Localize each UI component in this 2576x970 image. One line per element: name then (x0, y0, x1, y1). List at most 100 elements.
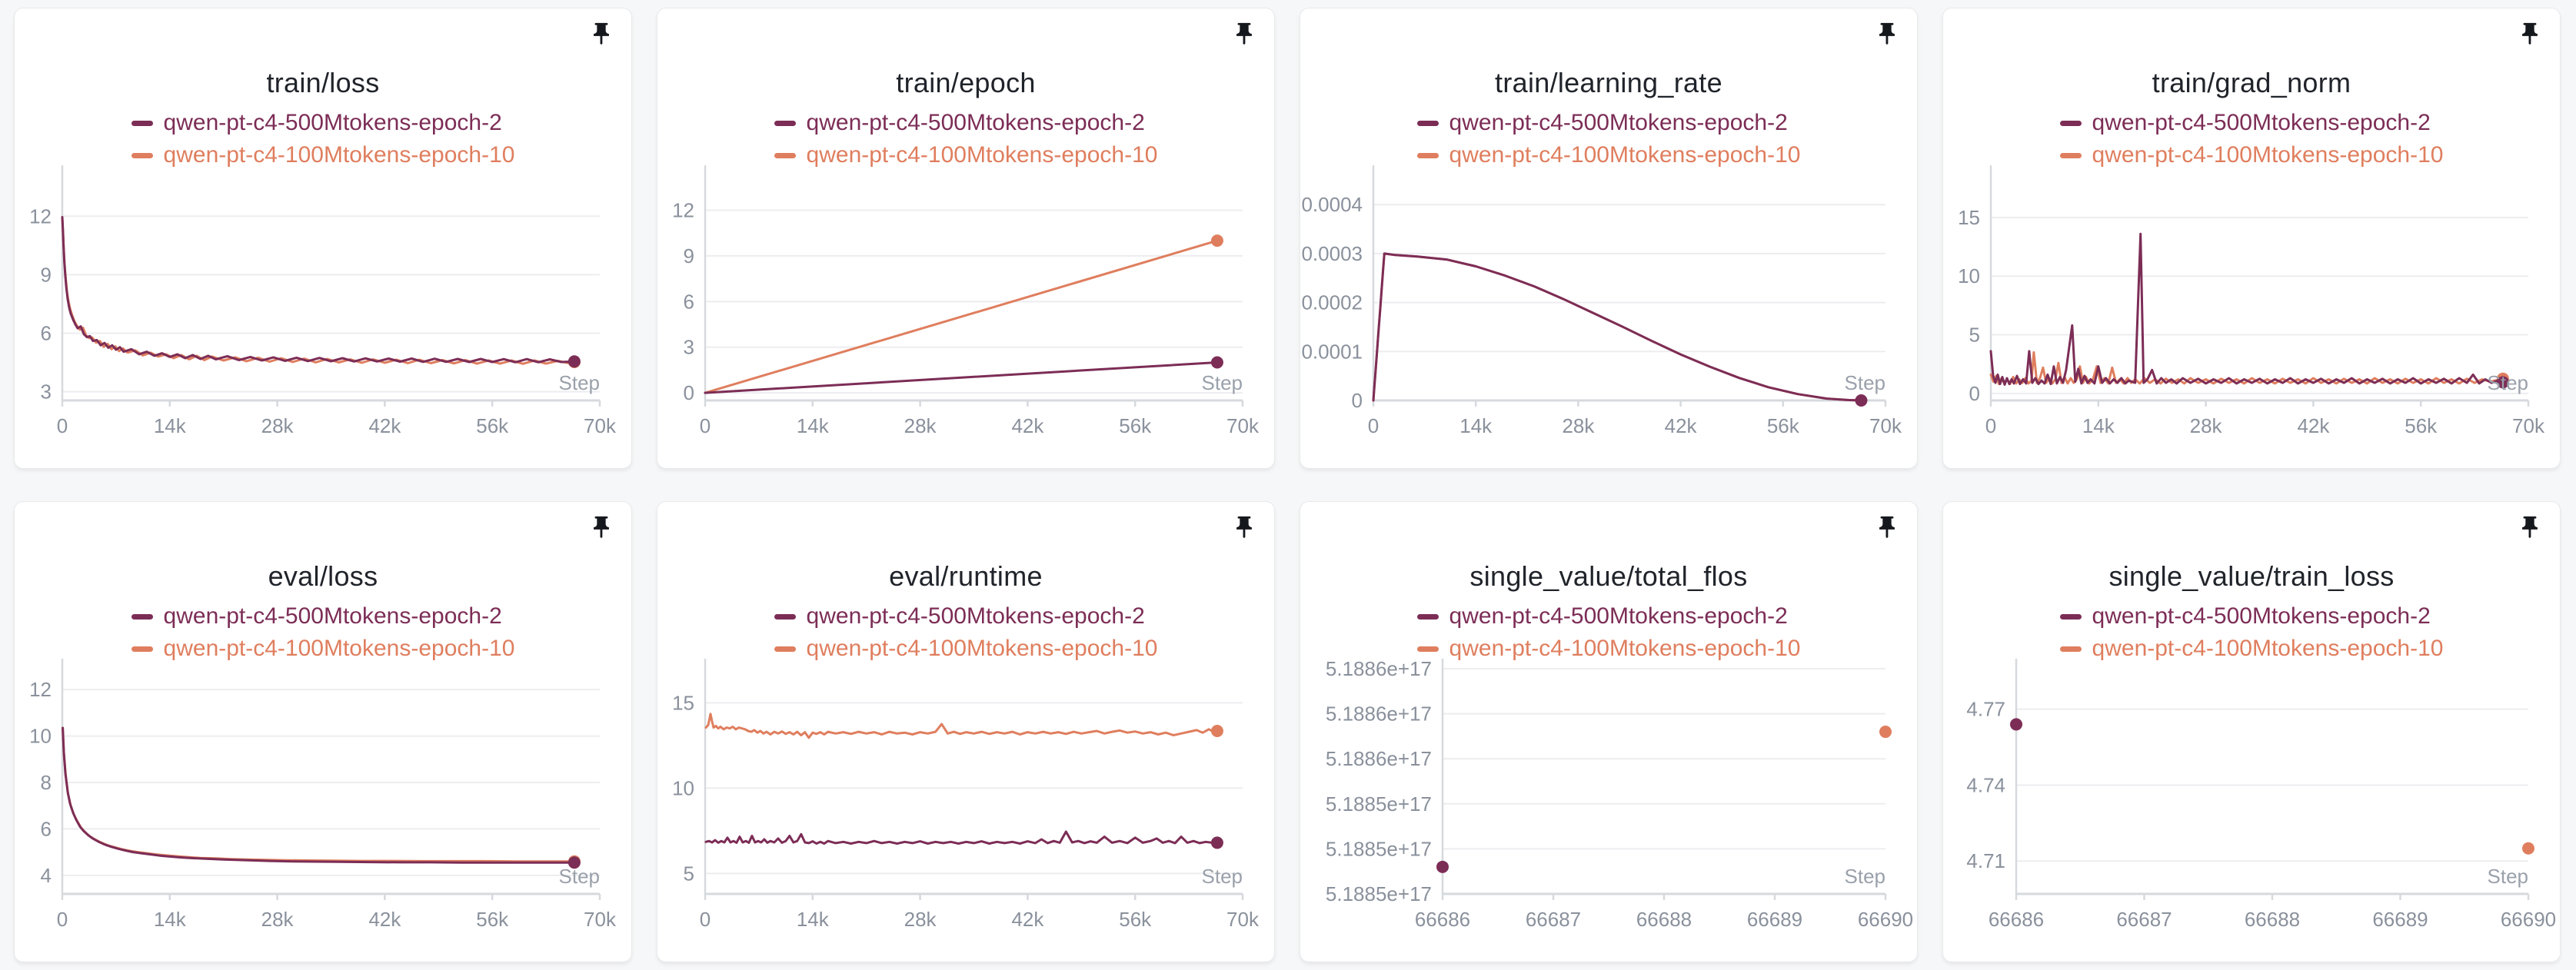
panel-train-loss: train/loss qwen-pt-c4-500Mtokens-epoch-2… (14, 8, 632, 469)
legend-item: qwen-pt-c4-500Mtokens-epoch-2 (1416, 600, 1788, 633)
svg-text:42k: 42k (1011, 908, 1044, 931)
svg-text:66689: 66689 (1747, 908, 1802, 931)
svg-text:6: 6 (41, 321, 52, 344)
legend-swatch (131, 120, 153, 126)
pin-icon[interactable] (588, 514, 614, 540)
pin-icon[interactable] (588, 21, 614, 47)
legend-item: qwen-pt-c4-100Mtokens-epoch-10 (131, 139, 514, 171)
legend-label: qwen-pt-c4-100Mtokens-epoch-10 (1449, 636, 1801, 661)
svg-text:0: 0 (1352, 389, 1363, 412)
svg-text:42k: 42k (368, 414, 401, 437)
svg-text:56k: 56k (1119, 414, 1152, 437)
chart-title: train/grad_norm (2152, 67, 2351, 98)
chart-plot[interactable]: 0 3 6 9 12 0 14k 28k 42k 56k 70k Step (657, 156, 1276, 467)
legend-swatch (1416, 120, 1439, 126)
chart-legend: qwen-pt-c4-500Mtokens-epoch-2 qwen-pt-c4… (15, 107, 631, 171)
svg-text:42k: 42k (368, 908, 401, 931)
panel-train-grad-norm: train/grad_norm qwen-pt-c4-500Mtokens-ep… (1942, 8, 2561, 469)
legend-item: qwen-pt-c4-100Mtokens-epoch-10 (2059, 139, 2444, 171)
chart-plot[interactable]: 3 6 9 12 0 14k 28k 42k 56k 70k Step (15, 156, 633, 467)
panel-eval-runtime: eval/runtime qwen-pt-c4-500Mtokens-epoch… (657, 501, 1275, 962)
svg-text:28k: 28k (904, 414, 937, 437)
legend-item: qwen-pt-c4-100Mtokens-epoch-10 (131, 633, 515, 665)
svg-text:14k: 14k (1459, 414, 1493, 437)
svg-text:8: 8 (41, 771, 52, 794)
svg-text:5.1885e+17: 5.1885e+17 (1326, 837, 1432, 860)
legend-swatch (2059, 120, 2082, 126)
chart-title: single_value/total_flos (1469, 560, 1748, 592)
legend-label: qwen-pt-c4-100Mtokens-epoch-10 (2092, 142, 2444, 168)
pin-icon[interactable] (1874, 514, 1900, 540)
legend-label: qwen-pt-c4-500Mtokens-epoch-2 (1449, 110, 1788, 135)
legend-swatch (1416, 613, 1439, 620)
svg-text:0: 0 (700, 908, 711, 931)
pin-icon[interactable] (2517, 514, 2543, 540)
svg-text:66687: 66687 (2116, 908, 2172, 931)
svg-text:56k: 56k (476, 908, 509, 931)
svg-text:5.1886e+17: 5.1886e+17 (1326, 657, 1432, 680)
svg-text:5.1886e+17: 5.1886e+17 (1326, 747, 1432, 770)
legend-swatch (2059, 152, 2082, 158)
pin-icon[interactable] (1874, 21, 1900, 47)
svg-text:Step: Step (1845, 865, 1886, 888)
svg-text:0: 0 (1969, 382, 1980, 405)
svg-text:4.71: 4.71 (1966, 849, 2005, 872)
svg-text:14k: 14k (797, 414, 830, 437)
svg-text:0: 0 (684, 381, 694, 404)
chart-title: train/learning_rate (1495, 67, 1722, 98)
legend-label: qwen-pt-c4-100Mtokens-epoch-10 (163, 636, 515, 661)
svg-text:66688: 66688 (2245, 908, 2300, 931)
svg-text:0.0003: 0.0003 (1301, 242, 1363, 265)
legend-swatch (1416, 646, 1439, 652)
svg-text:0: 0 (1368, 414, 1379, 437)
svg-text:Step: Step (559, 371, 601, 394)
legend-label: qwen-pt-c4-100Mtokens-epoch-10 (806, 636, 1158, 661)
chart-plot[interactable]: 4 6 8 10 12 0 14k 28k 42k 56k 70k Step (15, 649, 633, 961)
panel-train-epoch: train/epoch qwen-pt-c4-500Mtokens-epoch-… (657, 8, 1275, 469)
chart-plot[interactable]: 5 10 15 0 14k 28k 42k 56k 70k Step (657, 649, 1276, 961)
legend-label: qwen-pt-c4-500Mtokens-epoch-2 (806, 110, 1145, 135)
chart-plot[interactable]: 4.71 4.74 4.77 66686 66687 66688 66689 66690 Ste… (1943, 649, 2561, 961)
svg-text:14k: 14k (154, 414, 187, 437)
svg-text:10: 10 (672, 776, 694, 799)
svg-text:28k: 28k (261, 908, 295, 931)
panel-single-value-train-loss: single_value/train_loss qwen-pt-c4-500Mt… (1942, 501, 2561, 962)
svg-text:0: 0 (57, 908, 68, 931)
svg-text:66690: 66690 (1858, 908, 1913, 931)
svg-text:3: 3 (684, 336, 694, 359)
svg-text:9: 9 (41, 263, 52, 286)
legend-swatch (774, 646, 796, 652)
svg-text:14k: 14k (2082, 414, 2115, 437)
svg-text:28k: 28k (261, 414, 295, 437)
svg-text:0.0004: 0.0004 (1301, 193, 1363, 216)
legend-swatch (1416, 152, 1439, 158)
chart-legend: qwen-pt-c4-500Mtokens-epoch-2 qwen-pt-c4… (1943, 600, 2560, 665)
pin-icon[interactable] (2517, 21, 2543, 47)
chart-legend: qwen-pt-c4-500Mtokens-epoch-2 qwen-pt-c4… (1943, 107, 2560, 171)
svg-text:4.74: 4.74 (1966, 773, 2005, 796)
svg-text:15: 15 (1958, 206, 1980, 229)
chart-legend: qwen-pt-c4-500Mtokens-epoch-2 qwen-pt-c4… (1300, 107, 1917, 171)
pin-icon[interactable] (1231, 21, 1257, 47)
legend-swatch (774, 120, 796, 126)
svg-text:Step: Step (559, 865, 601, 888)
svg-text:5: 5 (1969, 324, 1980, 347)
chart-title: train/loss (266, 67, 380, 98)
chart-plot[interactable]: 0 0.0001 0.0002 0.0003 0.0004 0 14k 28k 42k 56k 70… (1300, 156, 1919, 467)
legend-item: qwen-pt-c4-100Mtokens-epoch-10 (2059, 633, 2443, 665)
pin-icon[interactable] (1231, 514, 1257, 540)
svg-text:70k: 70k (1226, 414, 1260, 437)
legend-label: qwen-pt-c4-500Mtokens-epoch-2 (806, 603, 1145, 629)
legend-label: qwen-pt-c4-100Mtokens-epoch-10 (806, 142, 1158, 168)
legend-swatch (131, 613, 153, 620)
chart-plot[interactable]: 0 5 10 15 0 14k 28k 42k 56k 70k Step (1943, 156, 2561, 467)
svg-text:5.1886e+17: 5.1886e+17 (1326, 703, 1432, 726)
legend-label: qwen-pt-c4-500Mtokens-epoch-2 (163, 110, 502, 135)
svg-text:12: 12 (672, 199, 694, 222)
svg-text:0: 0 (57, 414, 68, 437)
legend-swatch (774, 613, 796, 620)
svg-text:28k: 28k (2190, 414, 2223, 437)
legend-item: qwen-pt-c4-100Mtokens-epoch-10 (1416, 633, 1801, 665)
chart-plot[interactable]: 5.1885e+17 5.1885e+17 5.1885e+17 5.1886e+17… (1300, 649, 1919, 961)
